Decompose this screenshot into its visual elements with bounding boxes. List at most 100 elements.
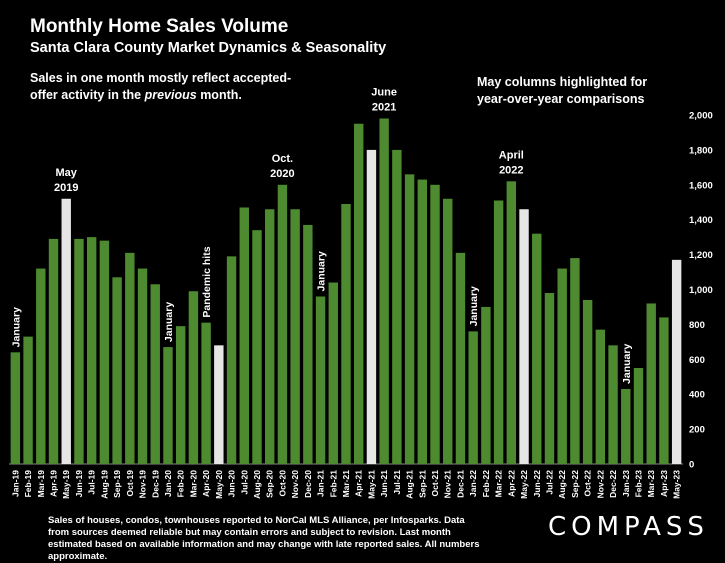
x-tick-label: Nov-21 xyxy=(443,470,453,499)
annotation-january: January xyxy=(163,302,175,342)
x-tick-label: Oct-22 xyxy=(583,470,593,497)
bar-nov-22 xyxy=(595,329,606,464)
note-left-italic: previous xyxy=(144,88,197,102)
bar-jul-21 xyxy=(392,149,402,464)
annotation-june-2021: June 2021 xyxy=(371,86,397,113)
x-tick-label: May-23 xyxy=(672,470,682,499)
y-tick-label: 400 xyxy=(689,390,705,401)
x-tick-label: Mar-21 xyxy=(341,470,351,498)
bar-aug-22 xyxy=(557,268,567,464)
x-tick-label: Nov-22 xyxy=(595,470,605,499)
note-previous-month: Sales in one month mostly reflect accept… xyxy=(30,70,310,104)
compass-logo: COMPASS xyxy=(548,512,709,542)
bar-jul-19 xyxy=(86,237,97,464)
y-axis-labels: 0 200 400 600 800 1,000 1,200 1,400 1,600 1,800 2,… xyxy=(689,111,713,471)
x-tick-label: Sep-22 xyxy=(570,470,580,498)
x-tick-label: Mar-19 xyxy=(36,470,46,498)
y-tick-label: 2,000 xyxy=(689,111,713,122)
y-tick-label: 1,400 xyxy=(689,215,713,226)
y-tick-label: 600 xyxy=(689,355,705,366)
bar-jun-20 xyxy=(226,256,237,464)
x-axis-labels: Jan-19 Feb-19 Mar-19 Apr-19 May-19 Jun-19 Jul-… xyxy=(10,470,681,499)
x-tick-label: Jul-22 xyxy=(544,470,554,495)
x-tick-label: Oct-19 xyxy=(125,470,135,497)
bar-mar-21 xyxy=(341,204,351,464)
annotations-group: January May 2019 January Pandemic hits Oct. 20… xyxy=(10,86,632,383)
x-tick-label: Jul-21 xyxy=(392,470,402,495)
source-footnote: Sales of houses, condos, townhouses repo… xyxy=(48,515,480,562)
bar-aug-19 xyxy=(99,240,110,464)
bar-feb-23 xyxy=(633,368,644,464)
x-tick-label: May-22 xyxy=(519,470,529,499)
bar-aug-20 xyxy=(252,230,262,464)
x-tick-label: Jan-21 xyxy=(316,470,326,497)
bar-oct-21 xyxy=(430,184,440,465)
bar-apr-20 xyxy=(201,322,211,464)
bar-sep-22 xyxy=(570,258,580,464)
x-tick-label: Dec-19 xyxy=(150,470,160,498)
x-tick-label: Apr-23 xyxy=(659,470,669,497)
bar-jan-21 xyxy=(315,296,326,464)
x-tick-label: Dec-21 xyxy=(455,470,465,498)
note-left-text-1: Sales in one month mostly reflect accept… xyxy=(30,71,292,102)
bar-sep-20 xyxy=(264,209,275,464)
annotation-january: January xyxy=(621,344,633,384)
x-tick-label: Oct-20 xyxy=(277,470,287,497)
bar-jun-19 xyxy=(74,238,84,464)
bar-feb-21 xyxy=(328,282,338,464)
bar-apr-22 xyxy=(506,181,517,464)
y-tick-label: 1,000 xyxy=(689,285,713,296)
x-tick-label: Jun-22 xyxy=(532,470,542,498)
x-tick-label: Feb-19 xyxy=(23,470,33,498)
annotation-april-2022: April 2022 xyxy=(499,149,524,176)
y-tick-label: 1,600 xyxy=(689,180,713,191)
bar-apr-23 xyxy=(659,317,669,464)
note-may-highlight: May columns highlighted for year-over-ye… xyxy=(477,75,648,106)
x-tick-label: Feb-22 xyxy=(481,470,491,498)
bar-jan-22 xyxy=(468,331,478,464)
x-tick-label: Dec-22 xyxy=(608,470,618,498)
bar-feb-19 xyxy=(23,336,33,464)
bar-nov-19 xyxy=(137,268,148,464)
y-tick-label: 0 xyxy=(689,460,694,471)
x-tick-label: Jun-20 xyxy=(227,470,237,498)
bar-jun-22 xyxy=(532,233,542,464)
x-tick-label: Dec-20 xyxy=(303,470,313,498)
x-tick-label: Sep-20 xyxy=(265,470,275,498)
bar-mar-19 xyxy=(36,268,46,464)
chart-title: Monthly Home Sales Volume xyxy=(30,16,289,37)
y-tick-label: 1,200 xyxy=(689,250,713,261)
x-tick-label: Feb-21 xyxy=(328,470,338,498)
annotation-january: January xyxy=(316,251,328,291)
bar-sep-21 xyxy=(417,179,428,464)
x-tick-label: Aug-22 xyxy=(557,470,567,499)
bar-may-23 xyxy=(671,259,682,464)
x-tick-label: Oct-21 xyxy=(430,470,440,497)
x-tick-label: Sep-19 xyxy=(112,470,122,498)
annotation-may-2019: May 2019 xyxy=(54,167,78,194)
y-tick-label: 200 xyxy=(689,425,705,436)
x-tick-label: Jul-19 xyxy=(87,470,97,495)
bar-feb-20 xyxy=(175,326,186,464)
x-tick-label: Mar-23 xyxy=(646,470,656,498)
bar-apr-21 xyxy=(354,123,364,464)
note-left-text-2: month. xyxy=(196,88,242,102)
y-tick-label: 800 xyxy=(689,320,705,331)
x-tick-label: Feb-23 xyxy=(633,470,643,498)
x-tick-label: Mar-20 xyxy=(188,470,198,498)
x-tick-label: Jun-21 xyxy=(379,470,389,498)
bar-jun-21 xyxy=(379,118,389,465)
bars-group xyxy=(9,118,683,465)
x-tick-label: Sep-21 xyxy=(417,470,427,498)
x-tick-label: Aug-21 xyxy=(405,470,415,499)
x-tick-label: Feb-20 xyxy=(176,470,186,498)
x-tick-label: Jan-19 xyxy=(10,470,20,497)
bar-dec-20 xyxy=(303,224,313,464)
x-tick-label: Nov-20 xyxy=(290,470,300,499)
bar-mar-22 xyxy=(493,200,504,464)
bar-oct-22 xyxy=(582,299,593,464)
bar-may-22 xyxy=(519,209,529,464)
bar-may-21 xyxy=(366,149,377,464)
